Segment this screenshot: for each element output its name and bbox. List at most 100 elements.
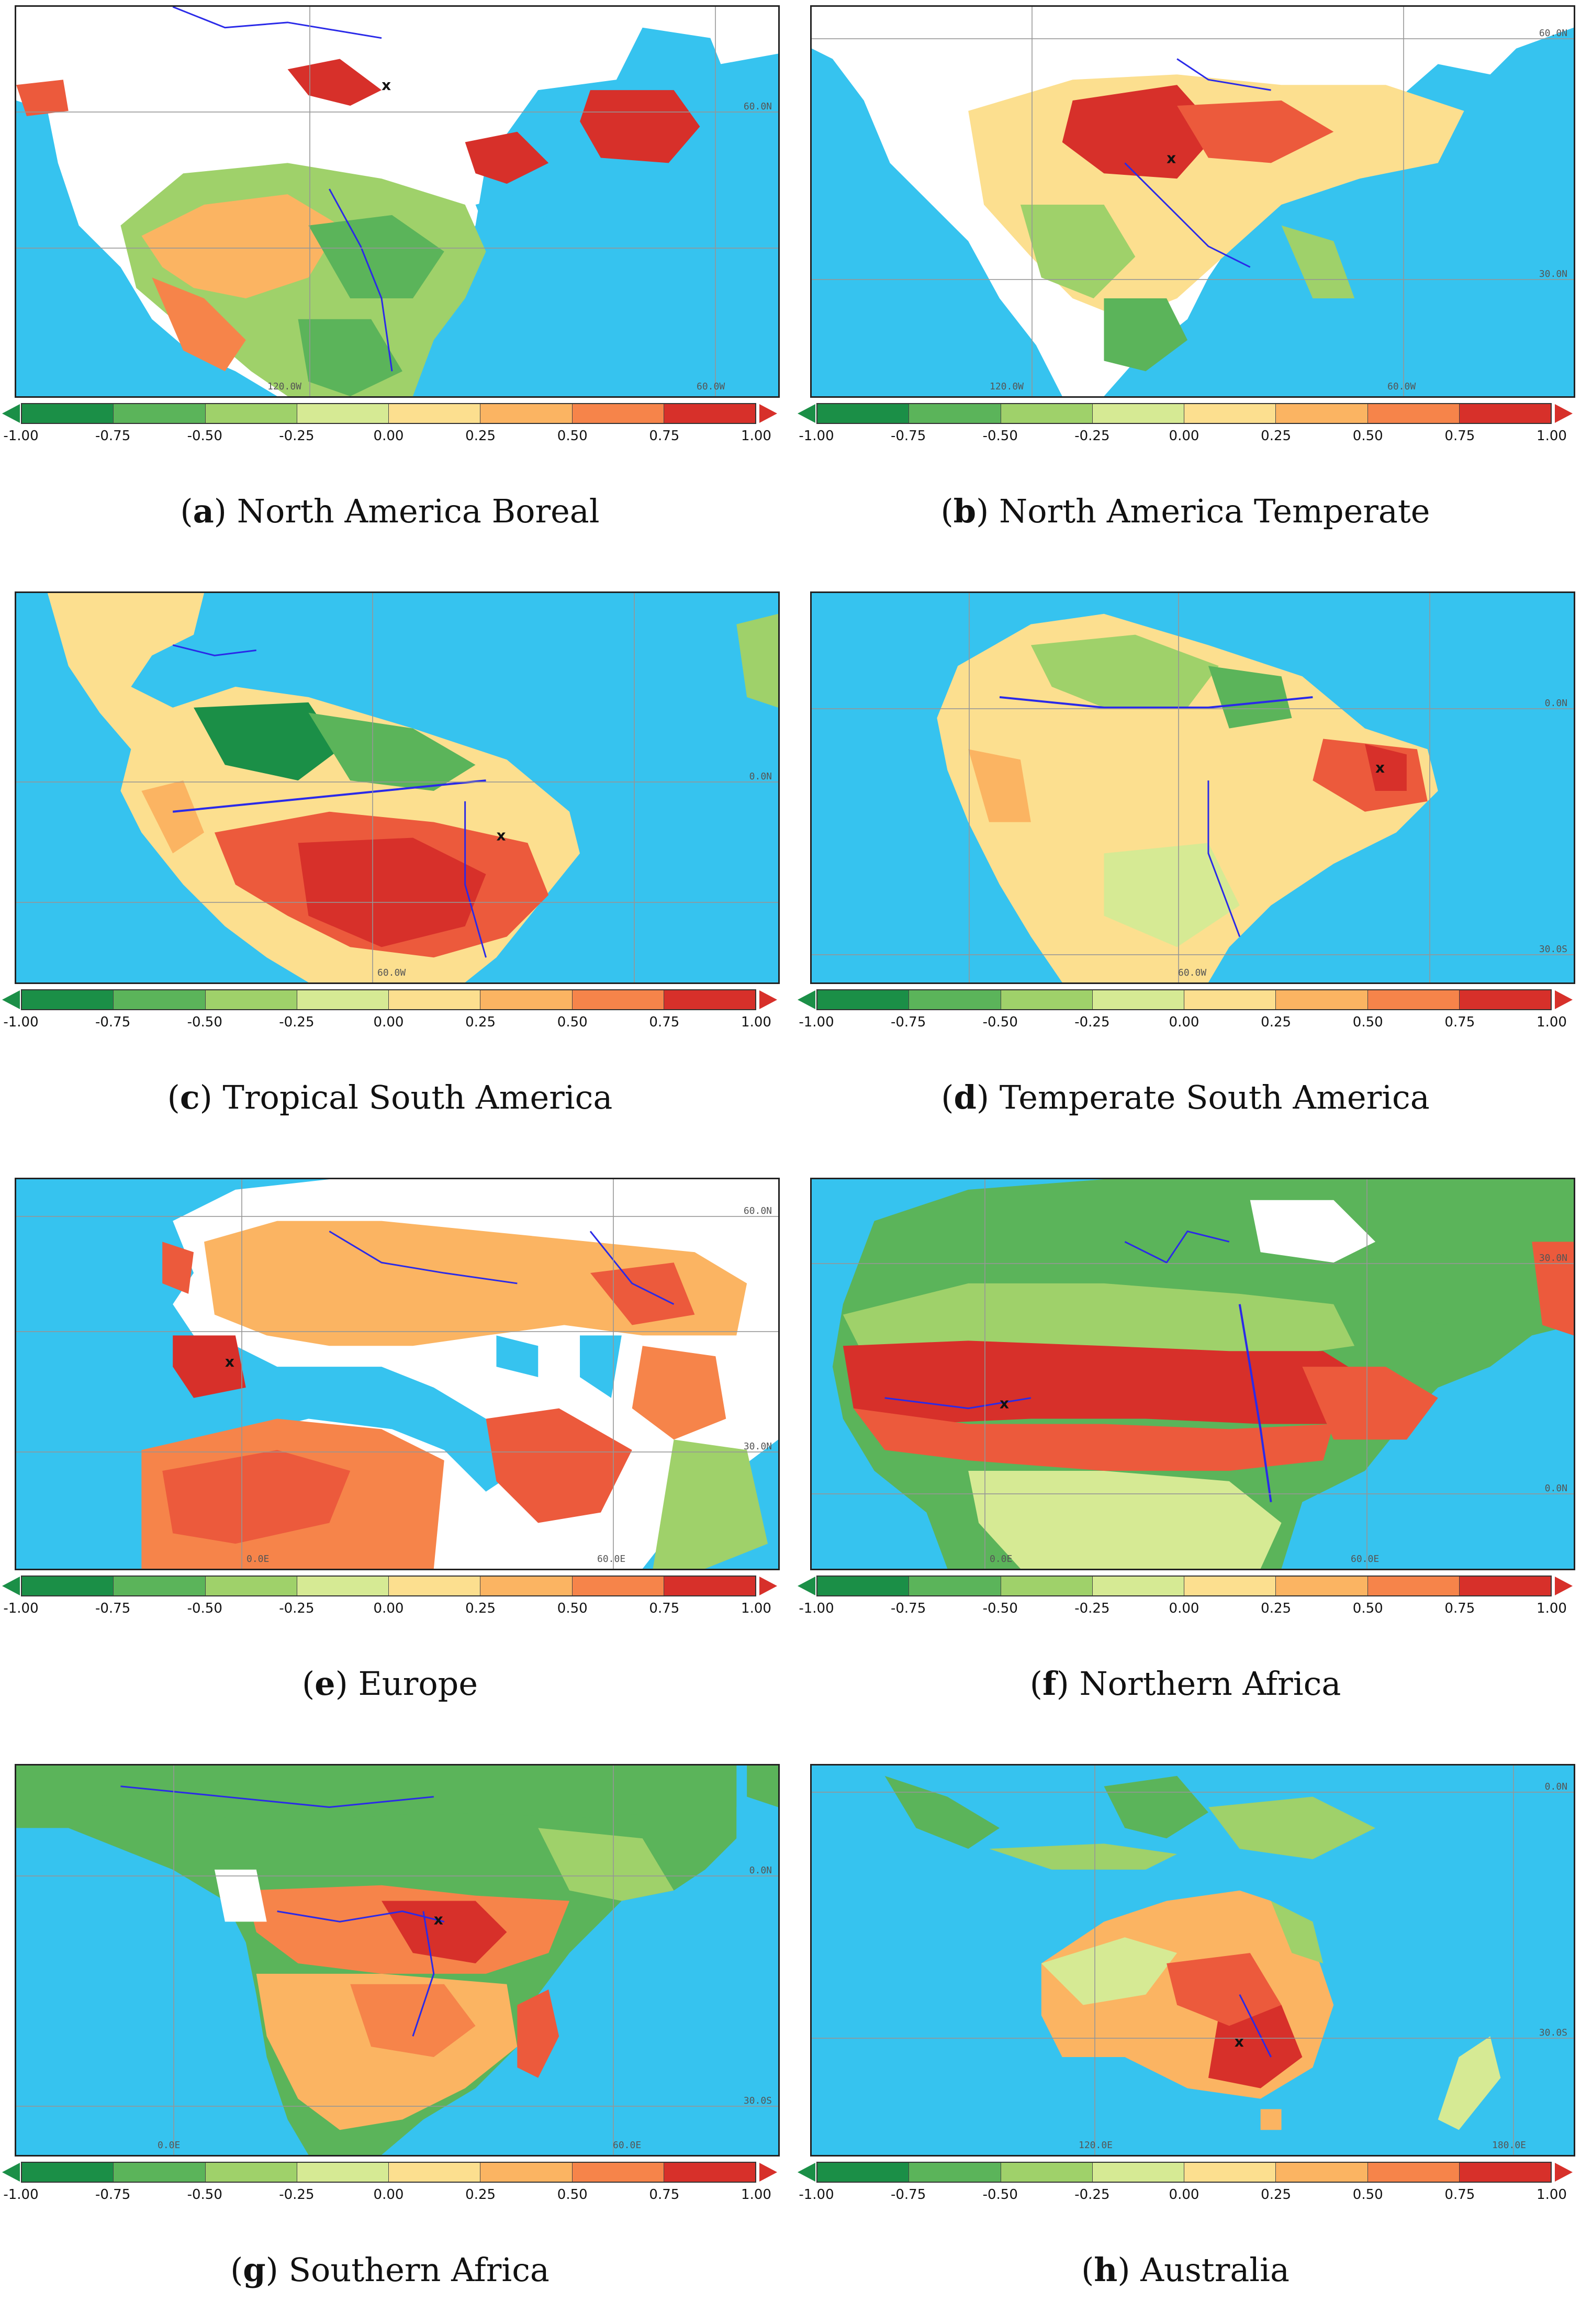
- tick-label: -0.75: [890, 1601, 926, 1616]
- tick-label: 0.00: [373, 1014, 404, 1030]
- map-southern-africa: x 0.0N 30.0S 0.0E 60.0E: [15, 1764, 780, 2157]
- tick-label: 0.25: [1261, 428, 1292, 444]
- tick-label: 0.25: [1261, 2187, 1292, 2203]
- tick-label: 0.00: [373, 428, 404, 444]
- tick-label: 0.00: [373, 2187, 404, 2203]
- marker-c: x: [496, 826, 506, 844]
- tick-label: 0.50: [1352, 428, 1383, 444]
- tick-label: -0.25: [1074, 1014, 1110, 1030]
- tick-label: 1.00: [741, 1014, 771, 1030]
- tick-label: -0.25: [279, 428, 315, 444]
- panel-h: x 0.0N 30.0S 120.0E 180.0E -1.00 -0.75 -…: [795, 1759, 1575, 2324]
- tick-label: -1.00: [799, 1014, 834, 1030]
- panel-d: x 0.0N 30.0S 60.0W -1.00 -0.75 -0.50 -0.…: [795, 586, 1575, 1152]
- panel-a: x 60.0N 120.0W 60.0W -1.00 -0.75 -0.50 -…: [0, 0, 780, 565]
- colorbar: -1.00 -0.75 -0.50 -0.25 0.00 0.25 0.50 0…: [0, 403, 780, 450]
- tick-label: -0.25: [1074, 428, 1110, 444]
- tick-label: 0.00: [1169, 428, 1199, 444]
- caption-g: (g) Southern Africa: [230, 2251, 550, 2289]
- panel-c: x 0.0N 60.0W -1.00 -0.75 -0.50 -0.25 0.0…: [0, 586, 780, 1152]
- tick-label: 0.50: [557, 2187, 588, 2203]
- colorbar-high-arrow: [1555, 404, 1573, 423]
- tick-label: 0.25: [465, 1601, 496, 1616]
- tick-label: 0.00: [1169, 1014, 1199, 1030]
- colorbar: -1.00 -0.75 -0.50 -0.25 0.00 0.25 0.50 0…: [0, 1576, 780, 1623]
- caption-h: (h) Australia: [1081, 2251, 1290, 2289]
- marker-d: x: [1375, 759, 1385, 776]
- marker-b: x: [1167, 149, 1176, 166]
- colorbar-low-arrow: [798, 2163, 815, 2182]
- tick-label: -0.75: [95, 1601, 131, 1616]
- tick-label: 0.75: [1444, 1601, 1475, 1616]
- tick-label: 0.00: [1169, 2187, 1199, 2203]
- tick-label: 0.75: [649, 428, 680, 444]
- tick-label: 0.75: [1444, 1014, 1475, 1030]
- caption-e: (e) Europe: [301, 1664, 478, 1703]
- colorbar-high-arrow: [1555, 990, 1573, 1009]
- tick-label: -0.75: [890, 2187, 926, 2203]
- panel-e: x 60.0N 30.0N 0.0E 60.0E -1.00 -0.75 -0.…: [0, 1172, 780, 1738]
- tick-label: -1.00: [3, 428, 39, 444]
- tick-label: -0.25: [1074, 1601, 1110, 1616]
- tick-label: 0.25: [465, 2187, 496, 2203]
- tick-label: -1.00: [3, 1601, 39, 1616]
- tick-label: -0.25: [1074, 2187, 1110, 2203]
- tick-label: 0.50: [1352, 1014, 1383, 1030]
- tick-label: 0.75: [649, 1601, 680, 1616]
- caption-f: (f) Northern Africa: [1029, 1664, 1341, 1703]
- tick-label: -0.50: [187, 428, 222, 444]
- colorbar-low-arrow: [2, 1577, 20, 1595]
- tick-label: 0.25: [1261, 1601, 1292, 1616]
- map-north-america-boreal: x 60.0N 120.0W 60.0W: [15, 5, 780, 398]
- tick-label: -1.00: [3, 2187, 39, 2203]
- colorbar: -1.00 -0.75 -0.50 -0.25 0.00 0.25 0.50 0…: [0, 2162, 780, 2209]
- caption-b: (b) North America Temperate: [940, 492, 1430, 530]
- marker-e: x: [225, 1353, 234, 1370]
- tick-label: 0.50: [1352, 2187, 1383, 2203]
- tick-label: 0.50: [557, 428, 588, 444]
- tick-label: 0.75: [649, 1014, 680, 1030]
- panel-b: x 60.0N 30.0N 120.0W 60.0W -1.00 -0.75 -…: [795, 0, 1575, 565]
- tick-label: 0.75: [649, 2187, 680, 2203]
- tick-label: 0.75: [1444, 428, 1475, 444]
- tick-label: 0.75: [1444, 2187, 1475, 2203]
- tick-label: -0.50: [187, 1014, 222, 1030]
- tick-label: 0.25: [1261, 1014, 1292, 1030]
- tick-label: -0.50: [982, 428, 1018, 444]
- map-northern-africa: x 30.0N 0.0N 0.0E 60.0E: [810, 1178, 1575, 1570]
- tick-label: -0.75: [890, 428, 926, 444]
- map-north-america-temperate: x 60.0N 30.0N 120.0W 60.0W: [810, 5, 1575, 398]
- map-temperate-south-america: x 0.0N 30.0S 60.0W: [810, 591, 1575, 984]
- tick-label: -0.50: [982, 1601, 1018, 1616]
- colorbar-low-arrow: [798, 990, 815, 1009]
- panel-f: x 30.0N 0.0N 0.0E 60.0E -1.00 -0.75 -0.5…: [795, 1172, 1575, 1738]
- tick-label: 0.50: [557, 1601, 588, 1616]
- map-europe: x 60.0N 30.0N 0.0E 60.0E: [15, 1178, 780, 1570]
- tick-label: 1.00: [1537, 1014, 1567, 1030]
- colorbar-low-arrow: [2, 2163, 20, 2182]
- tick-label: -0.25: [279, 2187, 315, 2203]
- tick-label: 1.00: [1537, 2187, 1567, 2203]
- colorbar: -1.00 -0.75 -0.50 -0.25 0.00 0.25 0.50 0…: [795, 403, 1575, 450]
- colorbar-high-arrow: [759, 2163, 777, 2182]
- tick-label: -1.00: [799, 1601, 834, 1616]
- colorbar: -1.00 -0.75 -0.50 -0.25 0.00 0.25 0.50 0…: [0, 989, 780, 1036]
- tick-label: -0.50: [187, 2187, 222, 2203]
- caption-a: (a) North America Boreal: [180, 492, 600, 530]
- tick-label: 1.00: [741, 2187, 771, 2203]
- colorbar-high-arrow: [1555, 1577, 1573, 1595]
- colorbar-high-arrow: [759, 1577, 777, 1595]
- caption-d: (d) Temperate South America: [941, 1078, 1430, 1116]
- marker-a: x: [382, 76, 391, 94]
- caption-c: (c) Tropical South America: [167, 1078, 613, 1116]
- colorbar-high-arrow: [1555, 2163, 1573, 2182]
- tick-label: 0.25: [465, 428, 496, 444]
- colorbar: -1.00 -0.75 -0.50 -0.25 0.00 0.25 0.50 0…: [795, 989, 1575, 1036]
- tick-label: -1.00: [799, 2187, 834, 2203]
- colorbar-high-arrow: [759, 404, 777, 423]
- map-australia: x 0.0N 30.0S 120.0E 180.0E: [810, 1764, 1575, 2157]
- tick-label: 0.00: [1169, 1601, 1199, 1616]
- tick-label: -0.75: [890, 1014, 926, 1030]
- tick-label: 0.00: [373, 1601, 404, 1616]
- tick-label: 1.00: [741, 1601, 771, 1616]
